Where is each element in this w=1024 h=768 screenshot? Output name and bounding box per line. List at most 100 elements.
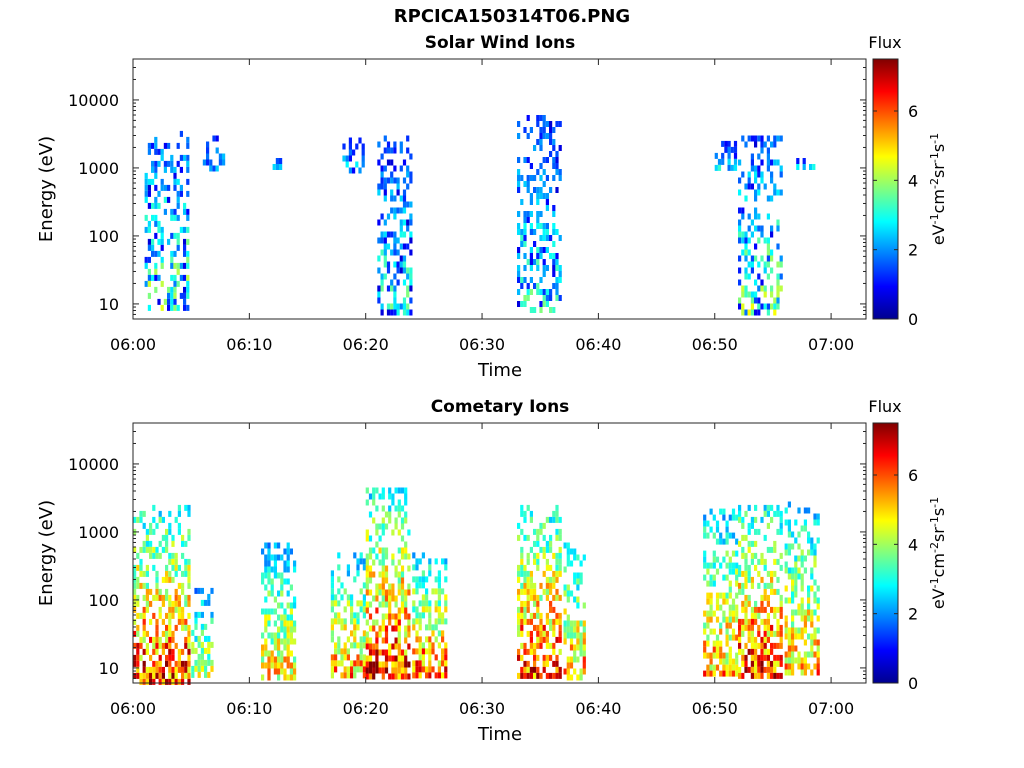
heatmap-cell	[722, 574, 726, 581]
heatmap-cell	[388, 589, 392, 596]
heatmap-cell	[407, 661, 411, 668]
heatmap-cell	[397, 589, 401, 596]
heatmap-cell	[542, 193, 546, 199]
heatmap-cell	[728, 664, 732, 671]
heatmap-cell	[573, 656, 577, 663]
heatmap-cell	[803, 609, 807, 616]
heatmap-cell	[770, 504, 774, 511]
heatmap-cell	[133, 594, 137, 601]
heatmap-cell	[773, 540, 777, 547]
heatmap-cell	[362, 612, 366, 619]
heatmap-cell	[558, 175, 562, 181]
heatmap-cell	[517, 289, 521, 295]
heatmap-cell	[757, 183, 761, 190]
heatmap-cell	[340, 594, 344, 601]
heatmap-cell	[517, 588, 521, 595]
heatmap-cell	[523, 277, 527, 283]
heatmap-cell	[563, 668, 567, 675]
heatmap-cell	[365, 631, 369, 638]
heatmap-cell	[139, 636, 143, 643]
heatmap-cell	[709, 610, 713, 617]
heatmap-cell	[283, 614, 287, 621]
heatmap-cell	[576, 638, 580, 645]
heatmap-cell	[552, 594, 556, 601]
heatmap-cell	[539, 223, 543, 229]
heatmap-cell	[160, 178, 164, 185]
heatmap-cell	[136, 594, 140, 601]
heatmap-cell	[431, 666, 435, 673]
heatmap-cell	[194, 647, 198, 654]
heatmap-cell	[566, 656, 570, 663]
heatmap-cell	[359, 642, 363, 649]
heatmap-cell	[165, 678, 169, 685]
heatmap-cell	[763, 558, 767, 565]
heatmap-cell	[434, 618, 438, 625]
heatmap-cell	[404, 613, 408, 620]
heatmap-cell	[384, 547, 389, 554]
heatmap-cell	[160, 232, 164, 239]
heatmap-cell	[136, 648, 140, 655]
heatmap-cell	[520, 277, 524, 283]
heatmap-cell	[145, 648, 149, 655]
heatmap-cell	[375, 583, 379, 590]
heatmap-cell	[754, 540, 758, 547]
heatmap-cell	[703, 574, 707, 581]
heatmap-cell	[147, 280, 151, 287]
heatmap-cell	[391, 613, 395, 620]
heatmap-cell	[380, 177, 384, 184]
heatmap-cell	[365, 499, 369, 506]
heatmap-cell	[393, 237, 397, 244]
heatmap-cell	[750, 303, 754, 310]
heatmap-cell	[555, 289, 559, 295]
heatmap-cell	[356, 618, 360, 625]
heatmap-cell	[784, 657, 788, 664]
heatmap-cell	[738, 219, 742, 226]
heatmap-cell	[151, 244, 155, 251]
heatmap-cell	[555, 277, 559, 283]
heatmap-cell	[741, 516, 745, 523]
heatmap-cell	[741, 660, 745, 667]
heatmap-cell	[757, 528, 761, 535]
heatmap-cell	[797, 543, 801, 550]
heatmap-cell	[787, 543, 791, 550]
heatmap-cell	[280, 614, 284, 621]
heatmap-cell	[388, 673, 392, 680]
heatmap-cell	[155, 546, 159, 553]
heatmap-cell	[400, 607, 405, 614]
heatmap-cell	[348, 143, 352, 150]
heatmap-cell	[330, 570, 334, 577]
heatmap-cell	[215, 165, 219, 172]
heatmap-cell	[766, 255, 770, 262]
heatmap-cell	[181, 582, 185, 589]
heatmap-cell	[415, 582, 419, 589]
heatmap-cell	[394, 595, 398, 602]
heatmap-cell	[709, 652, 713, 659]
heatmap-cell	[161, 678, 165, 685]
heatmap-cell	[773, 189, 777, 196]
heatmap-cell	[757, 606, 761, 613]
heatmap-cell	[386, 177, 391, 184]
heatmap-cell	[157, 274, 161, 281]
heatmap-cell	[400, 535, 405, 542]
heatmap-cell	[179, 166, 183, 173]
heatmap-cell	[770, 672, 774, 679]
heatmap-cell	[766, 303, 770, 310]
heatmap-cell	[741, 213, 745, 220]
heatmap-cell	[174, 624, 178, 631]
heatmap-cell	[754, 225, 758, 232]
heatmap-cell	[280, 584, 284, 591]
heatmap-cell	[728, 556, 732, 563]
heatmap-cell	[563, 542, 567, 549]
heatmap-cell	[384, 613, 389, 620]
heatmap-cell	[517, 672, 521, 679]
heatmap-cell	[197, 587, 201, 594]
heatmap-cell	[813, 579, 817, 586]
heatmap-cell	[330, 588, 334, 595]
heatmap-cell	[353, 642, 357, 649]
heatmap-cell	[526, 576, 530, 583]
heatmap-cell	[545, 672, 549, 679]
heatmap-cell	[186, 256, 190, 263]
heatmap-cell	[161, 666, 165, 673]
heatmap-cell	[160, 238, 164, 245]
